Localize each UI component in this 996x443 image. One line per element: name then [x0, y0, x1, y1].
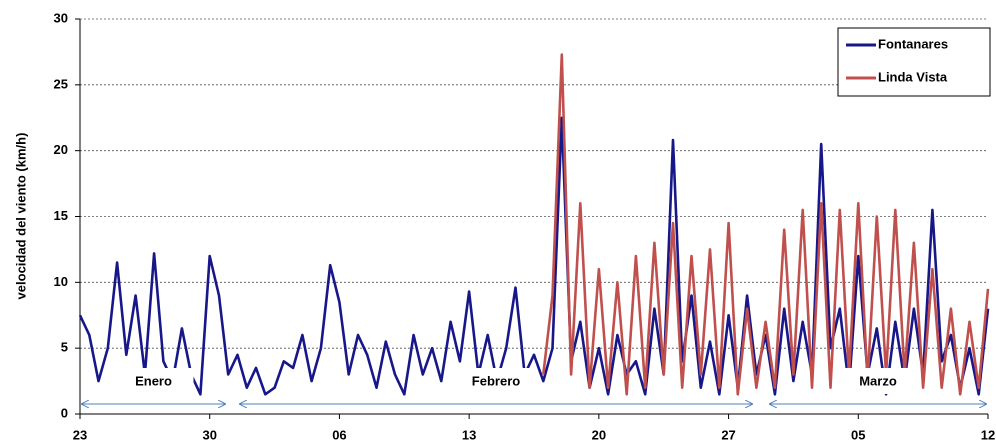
x-tick-label: 30 — [202, 427, 216, 442]
x-tick-label: 12 — [981, 427, 995, 442]
y-tick-label: 30 — [54, 10, 68, 25]
month-label-box — [113, 368, 194, 394]
x-tick-label: 23 — [73, 427, 87, 442]
series-line — [78, 116, 990, 396]
month-label: Enero — [135, 373, 172, 388]
month-label: Febrero — [472, 373, 520, 388]
legend-label: Linda Vista — [878, 69, 948, 84]
legend-box — [837, 27, 991, 97]
y-tick-label: 10 — [54, 274, 68, 289]
x-tick-label: 20 — [592, 427, 606, 442]
x-tick-label: 27 — [721, 427, 735, 442]
y-tick-label: 15 — [54, 208, 68, 223]
y-tick-label: 25 — [54, 76, 68, 91]
series-line — [542, 53, 990, 396]
y-tick-label: 5 — [61, 340, 68, 355]
y-tick-label: 20 — [54, 142, 68, 157]
y-tick-label: 0 — [61, 405, 68, 420]
x-tick-label: 05 — [851, 427, 865, 442]
x-tick-label: 06 — [332, 427, 346, 442]
month-label: Marzo — [859, 373, 897, 388]
month-label-box — [838, 368, 918, 394]
x-tick-label: 13 — [462, 427, 476, 442]
y-axis-label: velocidad del viento (km/h) — [13, 133, 28, 300]
month-label-box — [456, 368, 536, 394]
legend-label: Fontanares — [878, 36, 948, 51]
